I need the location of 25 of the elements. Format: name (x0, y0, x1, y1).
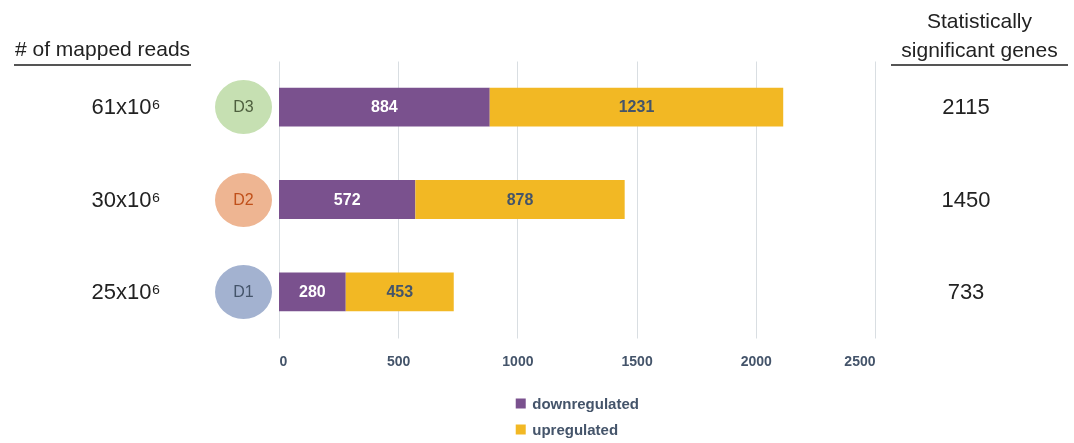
x-tick-label: 1500 (621, 352, 653, 369)
x-tick-label: 2500 (844, 352, 876, 369)
text: 61x10⁶ (91, 94, 161, 120)
legend-label: upregulated (532, 420, 619, 438)
legend-label: downregulated (532, 394, 639, 412)
data-label: 1231 (618, 98, 655, 116)
text: 25x10⁶ (91, 278, 161, 304)
text: Statistically significant genes (891, 6, 1068, 66)
text: 30x10⁶ (91, 186, 161, 212)
text: 2115 (942, 94, 990, 120)
x-tick-label: 500 (387, 352, 411, 369)
text: # of mapped reads (14, 34, 192, 66)
data-label: 453 (386, 282, 414, 300)
x-tick-label: 1000 (502, 352, 534, 369)
text: 733 (947, 278, 985, 304)
y-tick-label: D3 (233, 98, 254, 116)
data-label: 572 (333, 190, 361, 208)
data-label: 280 (299, 282, 326, 300)
y-tick-label: D1 (233, 282, 254, 300)
text: 1450 (941, 186, 991, 212)
x-tick-label: 2000 (740, 352, 773, 369)
y-tick-label: D2 (233, 190, 254, 208)
x-tick-label: 0 (279, 352, 288, 369)
data-label: 884 (371, 98, 398, 116)
data-label: 878 (506, 190, 534, 208)
